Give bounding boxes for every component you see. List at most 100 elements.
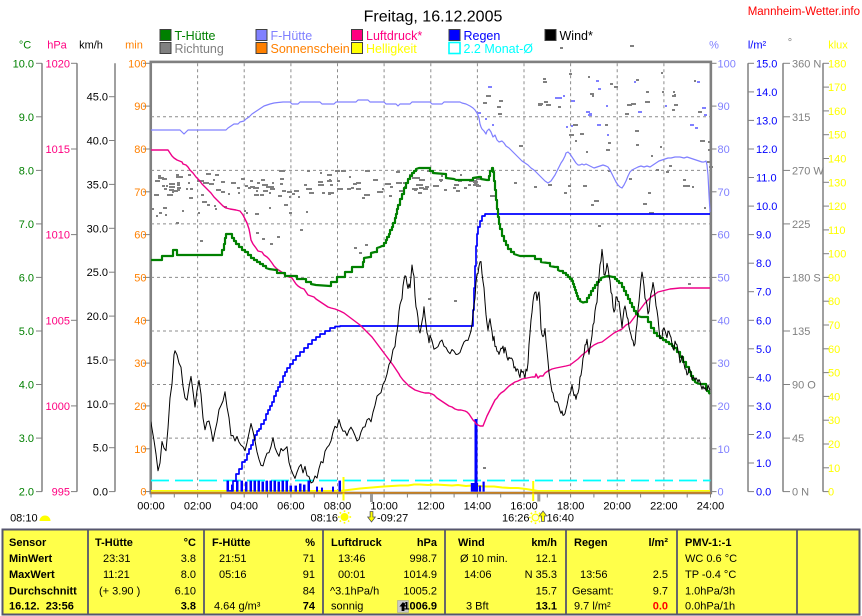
svg-text:Wind: Wind [458, 537, 485, 549]
svg-text:N 35.3: N 35.3 [525, 569, 557, 581]
svg-text:20: 20 [828, 439, 840, 451]
svg-text:90: 90 [718, 101, 730, 113]
svg-text:30: 30 [134, 358, 146, 370]
svg-text:3.8: 3.8 [181, 553, 196, 565]
svg-text:^3.1hPa/h: ^3.1hPa/h [330, 586, 379, 598]
svg-text:Regen: Regen [574, 537, 608, 549]
svg-text:180 S: 180 S [792, 272, 821, 284]
svg-text:21:51: 21:51 [219, 553, 247, 565]
svg-text:20: 20 [134, 401, 146, 413]
svg-text:04:00: 04:00 [230, 501, 258, 513]
svg-text:140: 140 [828, 154, 846, 166]
svg-text:10: 10 [828, 463, 840, 475]
svg-text:05:16: 05:16 [219, 569, 247, 581]
svg-text:T-Hütte: T-Hütte [175, 29, 216, 43]
svg-text:MinWert: MinWert [9, 553, 53, 565]
svg-text:4.0: 4.0 [19, 380, 34, 392]
svg-text:80: 80 [828, 296, 840, 308]
svg-text:T-Hütte: T-Hütte [95, 537, 133, 549]
svg-text:02:00: 02:00 [184, 501, 212, 513]
svg-text:9.7 l/m²: 9.7 l/m² [574, 601, 611, 613]
svg-text:4.0: 4.0 [756, 372, 771, 384]
svg-text:40.0: 40.0 [87, 136, 108, 148]
svg-text:1010: 1010 [46, 230, 70, 242]
svg-text:5.0: 5.0 [756, 344, 771, 356]
svg-text:3 Bft: 3 Bft [466, 601, 489, 613]
svg-text:0 N: 0 N [792, 487, 809, 499]
svg-text:00:00: 00:00 [137, 501, 165, 513]
svg-text:Luftdruck*: Luftdruck* [366, 29, 422, 43]
svg-text:13:56: 13:56 [580, 569, 608, 581]
svg-text:60: 60 [828, 344, 840, 356]
svg-text:84: 84 [303, 586, 315, 598]
svg-text:16:00: 16:00 [510, 501, 538, 513]
svg-text:km/h: km/h [531, 537, 557, 549]
svg-text:8.0: 8.0 [19, 165, 34, 177]
svg-text:-09:27: -09:27 [377, 513, 408, 525]
svg-text:°C: °C [19, 40, 31, 52]
svg-text:3.0: 3.0 [756, 401, 771, 413]
svg-text:08:10: 08:10 [10, 513, 38, 525]
svg-text:160: 160 [828, 106, 846, 118]
svg-text:0: 0 [140, 487, 146, 499]
svg-text:135: 135 [792, 326, 810, 338]
svg-text:10:00: 10:00 [370, 501, 398, 513]
svg-text:Sensor: Sensor [9, 537, 47, 549]
svg-text:7.0: 7.0 [756, 287, 771, 299]
svg-text:Durchschnitt: Durchschnitt [9, 586, 77, 598]
svg-text:20.0: 20.0 [87, 311, 108, 323]
svg-text:0.0: 0.0 [756, 487, 771, 499]
svg-text:14:06: 14:06 [464, 569, 492, 581]
svg-text:9.7: 9.7 [653, 586, 668, 598]
svg-text:08:16: 08:16 [310, 513, 338, 525]
svg-text:90: 90 [134, 101, 146, 113]
svg-text:5.0: 5.0 [93, 443, 108, 455]
svg-text:9.0: 9.0 [19, 112, 34, 124]
svg-text:1005.2: 1005.2 [403, 586, 437, 598]
svg-text:3.8: 3.8 [181, 601, 196, 613]
svg-text:F-Hütte: F-Hütte [212, 537, 251, 549]
svg-text:70: 70 [134, 187, 146, 199]
svg-text:15.0: 15.0 [87, 355, 108, 367]
svg-text:TP -0.4 °C: TP -0.4 °C [685, 569, 736, 581]
svg-text:hPa: hPa [47, 40, 67, 52]
svg-text:WC 0.6 °C: WC 0.6 °C [685, 553, 737, 565]
svg-text:1000: 1000 [46, 401, 70, 413]
svg-text:30.0: 30.0 [87, 223, 108, 235]
svg-text:80: 80 [134, 144, 146, 156]
svg-text:120: 120 [828, 201, 846, 213]
svg-text:6.10: 6.10 [175, 586, 196, 598]
svg-text:60: 60 [134, 230, 146, 242]
svg-text:8.0: 8.0 [181, 569, 196, 581]
svg-text:sonnig: sonnig [331, 601, 363, 613]
svg-text:50: 50 [718, 272, 730, 284]
svg-text:9.0: 9.0 [756, 230, 771, 242]
svg-text:14.0: 14.0 [756, 87, 777, 99]
svg-text:100: 100 [128, 58, 146, 70]
svg-text:2.5: 2.5 [653, 569, 668, 581]
svg-text:130: 130 [828, 177, 846, 189]
svg-text:6.0: 6.0 [756, 315, 771, 327]
svg-text:16:26: 16:26 [502, 513, 530, 525]
svg-text:1015: 1015 [46, 144, 70, 156]
svg-text:995: 995 [52, 487, 70, 499]
svg-text:08:00: 08:00 [324, 501, 352, 513]
svg-text:270 W: 270 W [792, 165, 824, 177]
svg-text:360 N: 360 N [792, 58, 821, 70]
svg-text:2.0: 2.0 [756, 430, 771, 442]
svg-text:13.0: 13.0 [756, 115, 777, 127]
svg-text:%: % [709, 40, 719, 52]
svg-text:2.0: 2.0 [19, 487, 34, 499]
svg-text:11.0: 11.0 [756, 173, 777, 185]
svg-text:Ø 10 min.: Ø 10 min. [460, 553, 508, 565]
svg-text:12:00: 12:00 [417, 501, 445, 513]
svg-text:998.7: 998.7 [409, 553, 437, 565]
svg-text:225: 225 [792, 219, 810, 231]
svg-text:10.0: 10.0 [13, 58, 34, 70]
svg-text:20:00: 20:00 [603, 501, 631, 513]
svg-text:Sonnenschein: Sonnenschein [271, 42, 350, 56]
svg-text:PMV-1:-1: PMV-1:-1 [685, 537, 731, 549]
svg-text:7.0: 7.0 [19, 219, 34, 231]
svg-text:10.0: 10.0 [87, 399, 108, 411]
svg-text:90: 90 [828, 272, 840, 284]
